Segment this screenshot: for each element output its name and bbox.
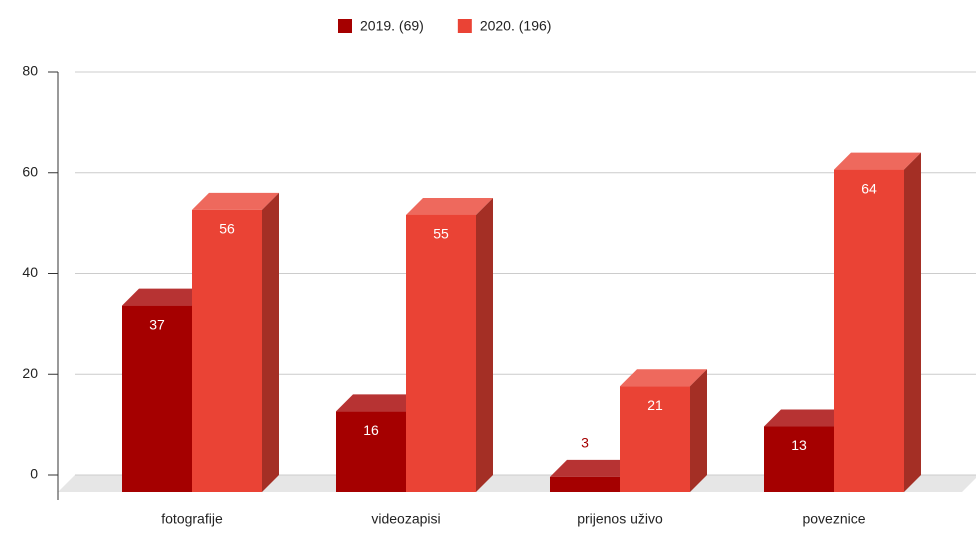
floor <box>58 475 976 492</box>
x-tick-label: prijenos uživo <box>577 511 663 527</box>
bar <box>406 197 493 492</box>
y-tick-label: 20 <box>22 365 38 381</box>
bar <box>192 192 279 492</box>
legend: 2019. (69) 2020. (196) <box>338 18 551 34</box>
bar-top <box>550 459 637 477</box>
legend-swatch <box>338 19 352 33</box>
bar-front <box>550 476 620 492</box>
x-tick-label: poveznice <box>802 511 865 527</box>
bar-top <box>764 409 851 427</box>
legend-swatch <box>457 19 472 33</box>
bar-front <box>336 411 406 492</box>
bar <box>834 152 921 492</box>
data-label: 37 <box>149 316 165 332</box>
x-tick-label: fotografije <box>161 511 223 527</box>
bar-top <box>336 394 423 412</box>
bar-top <box>122 288 209 306</box>
y-tick-label: 0 <box>30 466 38 482</box>
bar-front <box>834 169 904 492</box>
bar-front <box>122 305 192 492</box>
data-label: 55 <box>433 226 449 242</box>
data-label: 64 <box>861 180 877 196</box>
bar-top <box>406 197 493 215</box>
data-label: 21 <box>647 397 663 413</box>
bar-side <box>904 152 921 492</box>
bar-front <box>764 426 834 492</box>
bar-front <box>620 386 690 492</box>
x-tick-label: videozapisi <box>371 511 440 527</box>
bar-side <box>476 197 493 492</box>
bar-front <box>192 209 262 492</box>
bar-top <box>834 152 921 170</box>
y-tick-label: 40 <box>22 264 38 280</box>
bar-front <box>406 214 476 492</box>
data-label: 56 <box>219 221 235 237</box>
legend-label: 2020. (196) <box>480 18 552 34</box>
data-label: 16 <box>363 422 379 438</box>
bar-top <box>192 192 279 210</box>
bar-side <box>690 369 707 492</box>
y-tick-label: 60 <box>22 163 38 179</box>
bar <box>620 369 707 492</box>
data-label: 3 <box>581 435 589 451</box>
bar-top <box>620 369 707 387</box>
y-tick-label: 80 <box>22 63 38 79</box>
bar-side <box>262 192 279 492</box>
legend-label: 2019. (69) <box>360 18 424 34</box>
data-label: 13 <box>791 437 807 453</box>
